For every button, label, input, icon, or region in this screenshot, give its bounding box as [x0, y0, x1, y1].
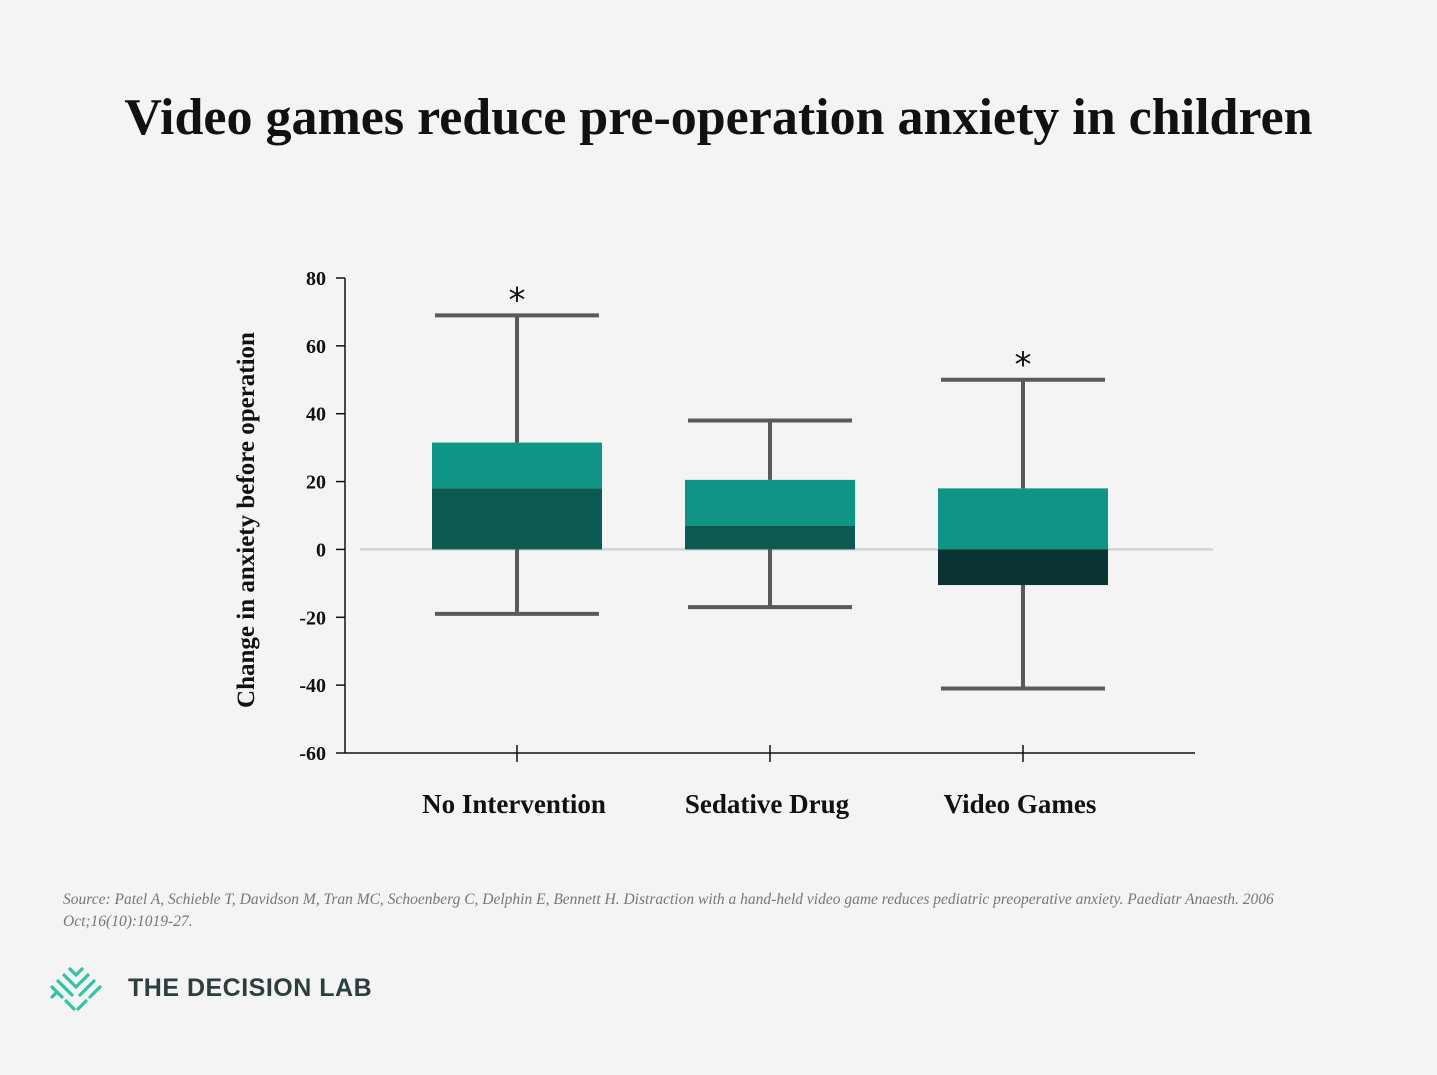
x-tick-label: Sedative Drug [685, 789, 850, 819]
x-tick-label: No Intervention [422, 789, 606, 819]
logo-text: THE DECISION LAB [128, 973, 373, 1002]
box-upper-quartile [938, 488, 1108, 550]
significance-asterisk: * [1015, 345, 1032, 385]
logo: THE DECISION LAB [48, 965, 372, 1011]
chart-title: Video games reduce pre-operation anxiety… [124, 89, 1313, 146]
box-upper-quartile [432, 442, 602, 489]
y-tick-label: 20 [306, 472, 326, 494]
box-lower-quartile [685, 525, 855, 550]
y-tick-label: 80 [306, 268, 326, 290]
box-upper-quartile [685, 479, 855, 526]
y-tick-label: 0 [316, 539, 326, 561]
box-group-no-intervention: * [432, 280, 602, 616]
y-tick-label: 60 [306, 336, 326, 358]
box-lower-quartile [432, 488, 602, 550]
box-plot: Change in anxiety before operation 80 60 4… [233, 268, 1213, 819]
y-tick-label: -40 [299, 675, 326, 697]
box-group-sedative-drug [685, 418, 855, 610]
y-axis-label: Change in anxiety before operation [233, 332, 260, 708]
y-tick-label: 40 [306, 404, 326, 426]
y-tick-label: -60 [299, 743, 326, 765]
box-group-video-games: * [938, 345, 1108, 691]
x-tick-label: Video Games [944, 789, 1097, 819]
decision-lab-logo-icon [50, 967, 102, 1011]
box-lower-quartile [938, 549, 1108, 586]
source-citation: Source: Patel A, Schieble T, Davidson M,… [63, 891, 1274, 930]
y-tick-label: -20 [299, 607, 326, 629]
significance-asterisk: * [509, 280, 526, 320]
